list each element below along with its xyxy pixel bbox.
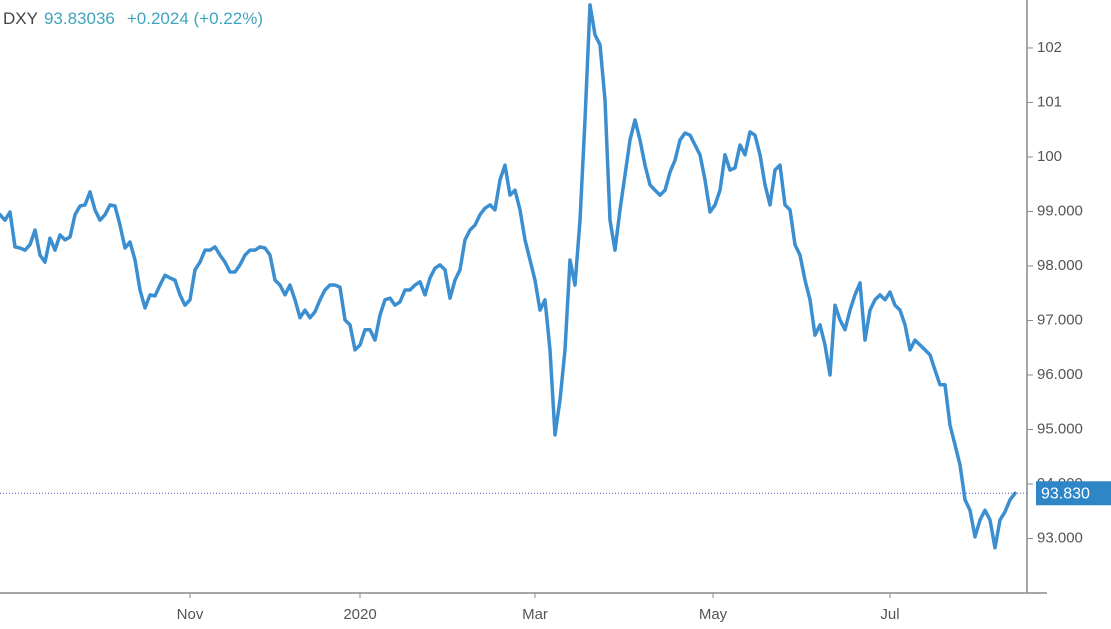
y-tick-label: 102 [1037, 39, 1062, 56]
x-tick-label: Jul [880, 606, 899, 623]
y-tick-label: 99.000 [1037, 202, 1083, 219]
price-line [0, 3, 1017, 550]
x-tick-label: May [699, 606, 728, 623]
last-price-badge [1036, 481, 1111, 506]
y-tick-label: 101 [1037, 93, 1062, 110]
y-tick-label: 100 [1037, 148, 1062, 165]
x-tick-label: 2020 [343, 606, 376, 623]
header: DXY 93.83036 +0.2024 (+0.22%) [3, 9, 263, 28]
x-tick-label: Nov [177, 606, 204, 623]
y-tick-label: 95.000 [1037, 420, 1083, 437]
last-value: 93.83036 [44, 9, 115, 28]
symbol: DXY [3, 9, 38, 28]
y-tick-label: 96.000 [1037, 366, 1083, 383]
plot [0, 3, 1017, 550]
y-tick-label: 97.000 [1037, 311, 1083, 328]
y-tick-label: 93.000 [1037, 529, 1083, 546]
x-tick-label: Mar [522, 606, 548, 623]
change: +0.2024 (+0.22%) [127, 9, 263, 28]
last-price-label: 93.830 [1041, 485, 1090, 502]
y-tick-label: 98.000 [1037, 257, 1083, 274]
